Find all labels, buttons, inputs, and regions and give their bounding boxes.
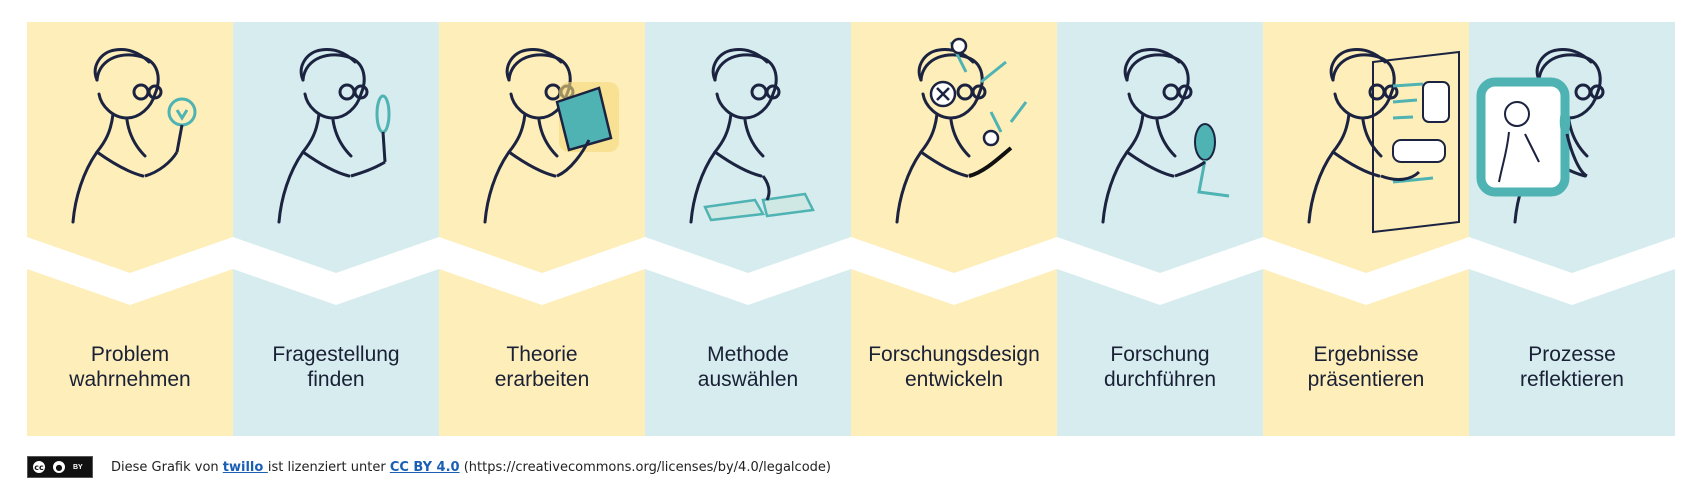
step-label-panel xyxy=(1263,287,1469,436)
step-label-line-2: präsentieren xyxy=(1307,368,1425,391)
step-label-line-2: auswählen xyxy=(697,368,799,391)
cc-icon: cc xyxy=(31,459,47,475)
drawing-diagram-person-icon xyxy=(895,37,1028,224)
step-label-line-2: reflektieren xyxy=(1520,368,1624,391)
process-step: Forschungsdesign entwickeln xyxy=(851,22,1057,436)
step-label-line-1: Forschung xyxy=(1110,343,1210,366)
credit-text-before: Diese Grafik von xyxy=(111,459,223,475)
chevron-divider xyxy=(645,237,851,305)
step-label-line-1: Fragestellung xyxy=(272,343,400,366)
step-label-line-2: wahrnehmen xyxy=(69,368,191,391)
step-label-line-2: erarbeiten xyxy=(494,368,590,391)
step-label-panel xyxy=(1469,287,1675,436)
mirror-reflection-person-icon xyxy=(1476,48,1605,224)
process-step: Fragestellung finden xyxy=(233,22,439,436)
process-step: Prozesse reflektieren xyxy=(1469,22,1675,436)
step-label-panel xyxy=(645,287,851,436)
chevron-divider xyxy=(1057,237,1263,305)
step-label: Fragestellung finden xyxy=(233,342,439,392)
choosing-cards-person-icon xyxy=(689,48,815,224)
microscope-person-icon xyxy=(1101,48,1230,224)
chevron-divider xyxy=(233,237,439,305)
credit-text-after: (https://creativecommons.org/licenses/by… xyxy=(459,459,831,475)
step-label-line-2: entwickeln xyxy=(904,368,1004,391)
step-illustration-panel xyxy=(645,22,851,287)
step-label-line-1: Problem xyxy=(90,343,170,366)
credit-text-middle: ist lizenziert unter xyxy=(267,459,390,475)
step-illustration-panel xyxy=(233,22,439,287)
license-footer: cc ● BY Diese Grafik von twillo ist lize… xyxy=(27,455,831,479)
step-label-line-2: finden xyxy=(307,368,365,391)
step-label-panel xyxy=(439,287,645,436)
step-label: Methode auswählen xyxy=(645,342,851,392)
magnifier-person-icon xyxy=(277,48,391,224)
attribution-icon: ● xyxy=(51,459,67,475)
cc-by-badge-icon: cc ● BY xyxy=(27,456,93,478)
step-illustration-panel xyxy=(27,22,233,287)
step-label-line-1: Prozesse xyxy=(1528,343,1616,366)
step-label-panel xyxy=(1057,287,1263,436)
chevron-divider xyxy=(1469,237,1675,305)
license-text: Diese Grafik von twillo ist lizenziert u… xyxy=(111,460,831,475)
presentation-board-person-icon xyxy=(1307,48,1460,234)
step-label: Prozesse reflektieren xyxy=(1469,342,1675,392)
step-label-panel xyxy=(851,287,1057,436)
step-label-line-1: Methode xyxy=(707,343,789,366)
step-label: Problem wahrnehmen xyxy=(27,342,233,392)
step-label-panel xyxy=(233,287,439,436)
by-label: BY xyxy=(73,463,83,471)
process-step: Methode auswählen xyxy=(645,22,851,436)
step-label-line-2: durchführen xyxy=(1103,368,1217,391)
step-illustration-panel xyxy=(1057,22,1263,287)
process-strip: Problem wahrnehmen Fragestellung finden Th… xyxy=(27,22,1675,436)
chevron-divider xyxy=(851,237,1057,305)
license-link[interactable]: CC BY 4.0 xyxy=(389,459,460,475)
step-illustration-panel xyxy=(851,22,1057,287)
step-illustration-panel xyxy=(439,22,645,287)
chevron-divider xyxy=(439,237,645,305)
process-step: Problem wahrnehmen xyxy=(27,22,233,436)
step-label: Forschungsdesign entwickeln xyxy=(851,342,1057,392)
step-label-line-1: Forschungsdesign xyxy=(868,343,1040,366)
chevron-divider xyxy=(27,237,233,305)
lightbulb-magnifier-person-icon xyxy=(71,48,197,224)
process-step: Ergebnisse präsentieren xyxy=(1263,22,1469,436)
step-label-line-1: Theorie xyxy=(506,343,578,366)
step-label: Forschung durchführen xyxy=(1057,342,1263,392)
step-label: Theorie erarbeiten xyxy=(439,342,645,392)
author-link[interactable]: twillo xyxy=(222,459,268,475)
process-step: Theorie erarbeiten xyxy=(439,22,645,436)
process-step: Forschung durchführen xyxy=(1057,22,1263,436)
step-label-panel xyxy=(27,287,233,436)
book-person-icon xyxy=(483,48,619,224)
step-label-line-1: Ergebnisse xyxy=(1313,343,1419,366)
step-label: Ergebnisse präsentieren xyxy=(1263,342,1469,392)
chevron-divider xyxy=(1263,237,1469,305)
